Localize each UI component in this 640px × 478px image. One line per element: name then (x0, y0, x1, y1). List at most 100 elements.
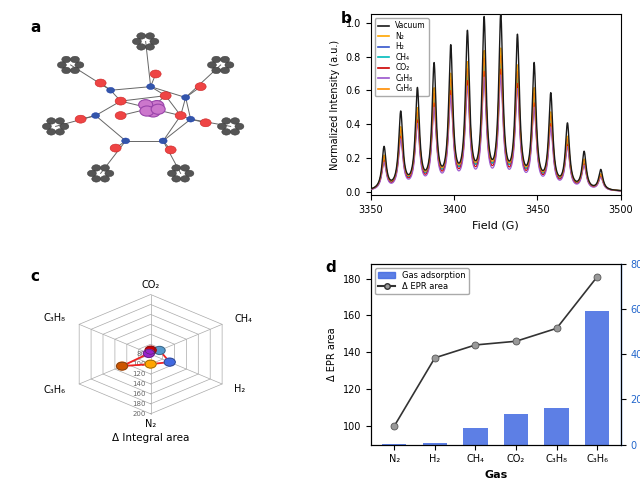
Circle shape (150, 70, 161, 78)
Legend: Gas adsorption, Δ EPR area: Gas adsorption, Δ EPR area (375, 268, 468, 294)
Text: CO₂: CO₂ (141, 280, 160, 290)
Circle shape (100, 165, 109, 171)
Circle shape (218, 123, 227, 130)
Circle shape (145, 360, 156, 368)
Circle shape (105, 170, 114, 177)
X-axis label: Field (G): Field (G) (472, 220, 519, 230)
Circle shape (70, 67, 79, 74)
Circle shape (47, 129, 56, 135)
Circle shape (42, 123, 51, 130)
Circle shape (75, 62, 84, 68)
Text: 80: 80 (137, 351, 146, 357)
Circle shape (230, 129, 239, 135)
Circle shape (132, 38, 141, 45)
Circle shape (116, 362, 127, 370)
Circle shape (60, 123, 69, 130)
Circle shape (61, 56, 71, 63)
Circle shape (61, 67, 71, 74)
Circle shape (172, 175, 180, 182)
Text: 120: 120 (132, 371, 146, 377)
Circle shape (70, 56, 79, 63)
Circle shape (221, 56, 230, 63)
Circle shape (185, 170, 194, 177)
Circle shape (222, 118, 231, 124)
Circle shape (235, 123, 244, 130)
Circle shape (180, 165, 189, 171)
Bar (545, 408, 569, 445)
Circle shape (145, 33, 154, 39)
Circle shape (154, 347, 165, 354)
Circle shape (212, 67, 221, 74)
Text: 160: 160 (132, 391, 146, 397)
Circle shape (56, 129, 65, 135)
Circle shape (100, 175, 109, 182)
Circle shape (56, 118, 65, 124)
Y-axis label: Normalized Intensity (a.u.): Normalized Intensity (a.u.) (330, 40, 340, 170)
Circle shape (58, 62, 67, 68)
Circle shape (75, 115, 86, 123)
Circle shape (150, 100, 164, 111)
Circle shape (147, 84, 155, 89)
Circle shape (222, 129, 231, 135)
Circle shape (47, 118, 56, 124)
Text: c: c (31, 269, 40, 284)
Circle shape (107, 87, 115, 93)
Circle shape (92, 175, 100, 182)
Circle shape (160, 92, 171, 99)
Circle shape (221, 67, 230, 74)
Circle shape (137, 33, 146, 39)
Circle shape (200, 119, 211, 127)
Circle shape (110, 144, 121, 152)
Circle shape (165, 146, 176, 154)
Bar (382, 444, 406, 445)
Circle shape (175, 111, 186, 120)
Circle shape (115, 97, 126, 105)
Text: a: a (31, 20, 41, 35)
Text: 180: 180 (132, 401, 146, 407)
Legend: Vacuum, N₂, H₂, CH₄, CO₂, C₃H₈, C₃H₆: Vacuum, N₂, H₂, CH₄, CO₂, C₃H₈, C₃H₆ (374, 18, 429, 97)
Text: N₂: N₂ (145, 419, 156, 429)
Text: b: b (340, 11, 351, 26)
Text: 100: 100 (132, 361, 146, 367)
Circle shape (207, 62, 216, 68)
Y-axis label: Δ EPR area: Δ EPR area (327, 327, 337, 381)
Bar (585, 311, 609, 445)
Circle shape (92, 113, 100, 119)
Text: 200: 200 (132, 411, 146, 417)
Bar (463, 428, 488, 445)
Circle shape (151, 104, 165, 114)
Text: Δ Integral area: Δ Integral area (112, 433, 189, 443)
Circle shape (140, 106, 154, 116)
Circle shape (168, 170, 177, 177)
Circle shape (145, 346, 156, 354)
Bar (504, 414, 528, 445)
Text: H₂: H₂ (234, 384, 245, 394)
Circle shape (180, 175, 189, 182)
Circle shape (146, 107, 160, 117)
Bar (422, 444, 447, 445)
Circle shape (195, 83, 206, 91)
Circle shape (137, 43, 146, 50)
Text: C₃H₆: C₃H₆ (43, 385, 65, 395)
Circle shape (122, 138, 130, 144)
Circle shape (145, 43, 154, 50)
Circle shape (150, 38, 159, 45)
Circle shape (172, 165, 180, 171)
Circle shape (139, 99, 153, 110)
Circle shape (143, 349, 154, 358)
Circle shape (182, 95, 189, 100)
Circle shape (159, 138, 167, 144)
Circle shape (88, 170, 97, 177)
Text: 140: 140 (132, 381, 146, 387)
Text: d: d (326, 260, 337, 275)
Text: C₃H₈: C₃H₈ (43, 314, 65, 324)
Circle shape (95, 79, 106, 87)
Text: CH₄: CH₄ (234, 315, 252, 325)
X-axis label: Gas: Gas (484, 470, 508, 478)
Circle shape (164, 358, 175, 366)
Circle shape (187, 116, 195, 122)
Circle shape (92, 165, 100, 171)
Circle shape (115, 111, 126, 120)
Circle shape (143, 103, 157, 113)
Circle shape (212, 56, 221, 63)
